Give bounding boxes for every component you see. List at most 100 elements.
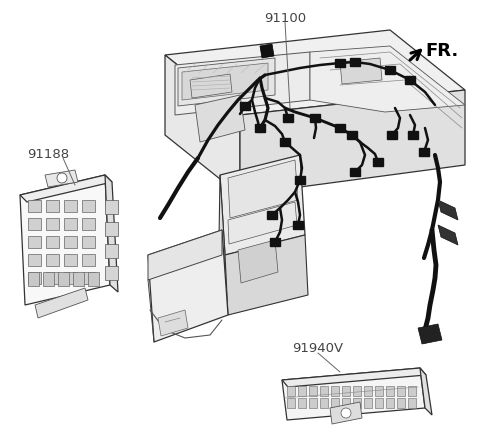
- Bar: [353, 386, 361, 396]
- Bar: [287, 398, 295, 408]
- Bar: [309, 386, 317, 396]
- Text: FR.: FR.: [425, 42, 458, 60]
- Polygon shape: [228, 202, 297, 244]
- Bar: [82, 200, 95, 212]
- Polygon shape: [228, 160, 298, 218]
- Bar: [82, 218, 95, 230]
- Bar: [46, 254, 59, 266]
- Bar: [331, 386, 339, 396]
- Bar: [310, 114, 320, 122]
- Bar: [350, 168, 360, 176]
- Bar: [28, 254, 41, 266]
- Bar: [64, 200, 77, 212]
- Polygon shape: [218, 175, 225, 310]
- Bar: [347, 131, 357, 139]
- Bar: [105, 244, 118, 258]
- Polygon shape: [182, 63, 268, 100]
- Bar: [280, 138, 290, 146]
- Bar: [298, 386, 306, 396]
- Bar: [28, 236, 41, 248]
- Polygon shape: [45, 170, 78, 187]
- Polygon shape: [225, 235, 308, 315]
- Bar: [287, 386, 295, 396]
- Circle shape: [341, 408, 351, 418]
- Polygon shape: [178, 58, 275, 106]
- Bar: [419, 148, 429, 156]
- Bar: [240, 102, 250, 110]
- Bar: [82, 272, 95, 284]
- Bar: [408, 386, 416, 396]
- Polygon shape: [158, 310, 188, 336]
- Bar: [46, 236, 59, 248]
- Bar: [342, 398, 350, 408]
- Polygon shape: [282, 368, 426, 387]
- Polygon shape: [190, 74, 232, 98]
- Bar: [375, 398, 383, 408]
- Bar: [375, 386, 383, 396]
- Polygon shape: [105, 175, 118, 292]
- Polygon shape: [238, 240, 278, 283]
- Circle shape: [57, 173, 67, 183]
- Bar: [295, 176, 305, 184]
- Bar: [335, 59, 345, 67]
- Polygon shape: [20, 175, 110, 305]
- Bar: [267, 211, 277, 219]
- Bar: [64, 254, 77, 266]
- Bar: [342, 386, 350, 396]
- Polygon shape: [35, 288, 88, 318]
- Bar: [298, 398, 306, 408]
- Text: 91100: 91100: [264, 12, 306, 25]
- Bar: [320, 386, 328, 396]
- Bar: [397, 386, 405, 396]
- Bar: [386, 398, 394, 408]
- Polygon shape: [165, 30, 465, 115]
- Bar: [408, 398, 416, 408]
- Bar: [73, 272, 84, 286]
- Bar: [320, 398, 328, 408]
- Bar: [28, 200, 41, 212]
- Bar: [270, 238, 280, 246]
- Bar: [331, 398, 339, 408]
- Bar: [64, 236, 77, 248]
- Bar: [58, 272, 69, 286]
- Polygon shape: [438, 225, 458, 245]
- Polygon shape: [340, 58, 382, 84]
- Bar: [364, 398, 372, 408]
- Polygon shape: [175, 52, 310, 115]
- Bar: [46, 272, 59, 284]
- Text: 91188: 91188: [27, 148, 69, 161]
- Polygon shape: [20, 175, 112, 202]
- Bar: [82, 236, 95, 248]
- Bar: [46, 218, 59, 230]
- Polygon shape: [282, 368, 425, 420]
- Polygon shape: [418, 324, 442, 344]
- Bar: [386, 386, 394, 396]
- Bar: [88, 272, 99, 286]
- Polygon shape: [148, 230, 228, 342]
- Text: 91940V: 91940V: [292, 342, 344, 355]
- Bar: [28, 272, 41, 284]
- Bar: [105, 222, 118, 236]
- Polygon shape: [220, 155, 305, 255]
- Bar: [364, 386, 372, 396]
- Bar: [335, 124, 345, 132]
- Bar: [255, 124, 265, 132]
- Bar: [105, 200, 118, 214]
- Polygon shape: [195, 95, 245, 142]
- Bar: [64, 218, 77, 230]
- Bar: [283, 114, 293, 122]
- Bar: [64, 272, 77, 284]
- Bar: [105, 266, 118, 280]
- Polygon shape: [260, 44, 274, 58]
- Polygon shape: [148, 230, 222, 280]
- Polygon shape: [330, 402, 362, 424]
- Bar: [82, 254, 95, 266]
- Polygon shape: [240, 90, 465, 195]
- Bar: [408, 131, 418, 139]
- Bar: [397, 398, 405, 408]
- Bar: [309, 398, 317, 408]
- Polygon shape: [310, 46, 465, 112]
- Bar: [28, 272, 39, 286]
- Bar: [405, 76, 415, 84]
- Bar: [385, 66, 395, 74]
